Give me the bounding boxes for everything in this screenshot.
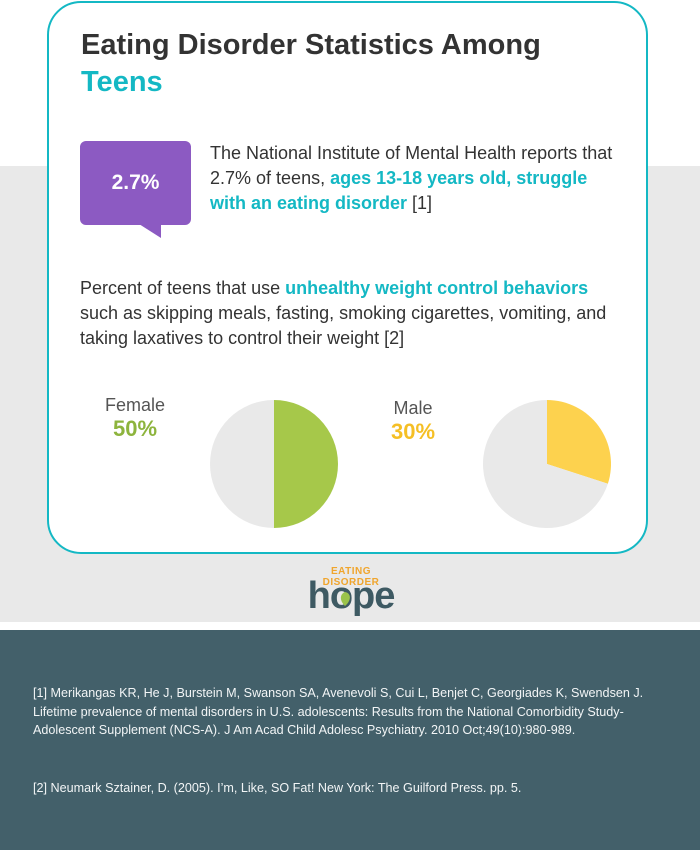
leaf-icon — [340, 592, 350, 606]
nimh-text-part1: The National Institute of Mental Health … — [210, 143, 613, 188]
nimh-text-highlight: ages 13-18 years old, struggle with an e… — [210, 168, 588, 213]
female-name: Female — [104, 395, 166, 415]
reference-2: [2] Neumark Sztainer, D. (2005). I’m, Li… — [33, 781, 522, 795]
female-pie-chart — [210, 400, 338, 528]
page-title: Eating Disorder Statistics Among Teens — [81, 27, 621, 101]
nimh-text-part2: [1] — [412, 193, 433, 213]
behaviors-statement: Percent of teens that use unhealthy weig… — [80, 276, 625, 351]
male-pie-label: Male 30% — [367, 397, 459, 445]
speech-tail-icon — [139, 224, 161, 238]
behaviors-text-part1: Percent of teens that use — [80, 278, 281, 298]
female-value: 50% — [112, 416, 158, 441]
female-pie-label: Female 50% — [89, 394, 181, 442]
male-value: 30% — [390, 419, 436, 444]
stats-card: Eating Disorder Statistics Among Teens 2… — [47, 1, 648, 554]
hope-logo: EATING DISORDER hope — [293, 566, 409, 617]
nimh-statement: The National Institute of Mental Health … — [210, 141, 620, 216]
stat-bubble: 2.7% — [80, 141, 191, 225]
reference-1: [1] Merikangas KR, He J, Burstein M, Swa… — [33, 686, 644, 737]
male-pie-chart — [483, 400, 611, 528]
behaviors-text-part2: such as skipping meals, fasting, smoking… — [80, 303, 607, 348]
references-footer: [1] Merikangas KR, He J, Burstein M, Swa… — [0, 630, 700, 850]
stat-bubble-value: 2.7% — [111, 171, 160, 194]
logo-word: hope — [307, 575, 396, 617]
female-share-slice — [274, 400, 338, 528]
title-main: Eating Disorder Statistics Among — [81, 29, 541, 61]
male-share-slice — [547, 400, 611, 484]
female-remainder-slice — [210, 400, 274, 528]
male-remainder-slice — [483, 400, 608, 528]
male-name: Male — [393, 398, 433, 418]
logo-top-text: EATING DISORDER — [322, 566, 380, 588]
behaviors-text-highlight: unhealthy weight control behaviors — [285, 278, 589, 298]
title-accent: Teens — [81, 66, 163, 98]
